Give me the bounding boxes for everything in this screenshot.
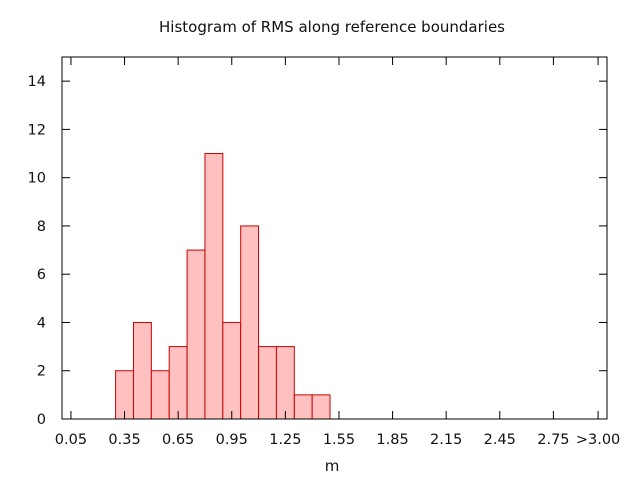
y-tick-label-4: 8	[37, 219, 46, 235]
histogram-bar-9	[275, 346, 295, 420]
x-axis-label: m	[325, 457, 340, 475]
bars-group	[115, 153, 331, 420]
histogram-bar-11	[311, 394, 331, 420]
histogram-bar-2	[150, 370, 170, 420]
x-axis: 0.05 0.35 0.65 0.95 1.25 1.55 1.85 2.15 2.45 2.75…	[55, 57, 620, 448]
x-tick-label-3: 0.95	[216, 432, 248, 448]
histogram-bar-10	[293, 394, 313, 420]
histogram-bar-6	[222, 321, 242, 420]
plot-frame	[61, 56, 608, 420]
x-tick-label-8: 2.45	[484, 432, 516, 448]
histogram-bar-5	[204, 153, 224, 420]
x-tick-label-7: 2.15	[430, 432, 462, 448]
x-tick-label-1: 0.35	[108, 432, 140, 448]
histogram-bar-8	[258, 346, 277, 420]
x-tick-label-10: >3.00	[576, 432, 620, 448]
histogram-bar-7	[240, 225, 260, 420]
y-tick-label-0: 0	[37, 412, 46, 428]
x-tick-label-4: 1.25	[269, 432, 301, 448]
y-axis: 0 2 4 6 8 10 12 14	[28, 74, 607, 428]
x-tick-label-2: 0.65	[162, 432, 194, 448]
chart-title: Histogram of RMS along reference boundar…	[159, 18, 505, 36]
y-tick-label-5: 10	[28, 171, 46, 187]
x-tick-label-0: 0.05	[55, 432, 87, 448]
y-tick-label-3: 6	[37, 267, 46, 283]
x-tick-label-9: 2.75	[537, 432, 569, 448]
histogram-bar-4	[186, 249, 206, 420]
y-tick-label-1: 2	[37, 364, 46, 380]
histogram-bar-1	[132, 321, 152, 420]
y-tick-label-6: 12	[28, 122, 46, 138]
x-tick-label-5: 1.55	[323, 432, 355, 448]
y-tick-label-7: 14	[28, 74, 46, 90]
histogram-bar-3	[168, 346, 188, 420]
x-tick-label-6: 1.85	[376, 432, 408, 448]
y-tick-label-2: 4	[37, 315, 46, 331]
